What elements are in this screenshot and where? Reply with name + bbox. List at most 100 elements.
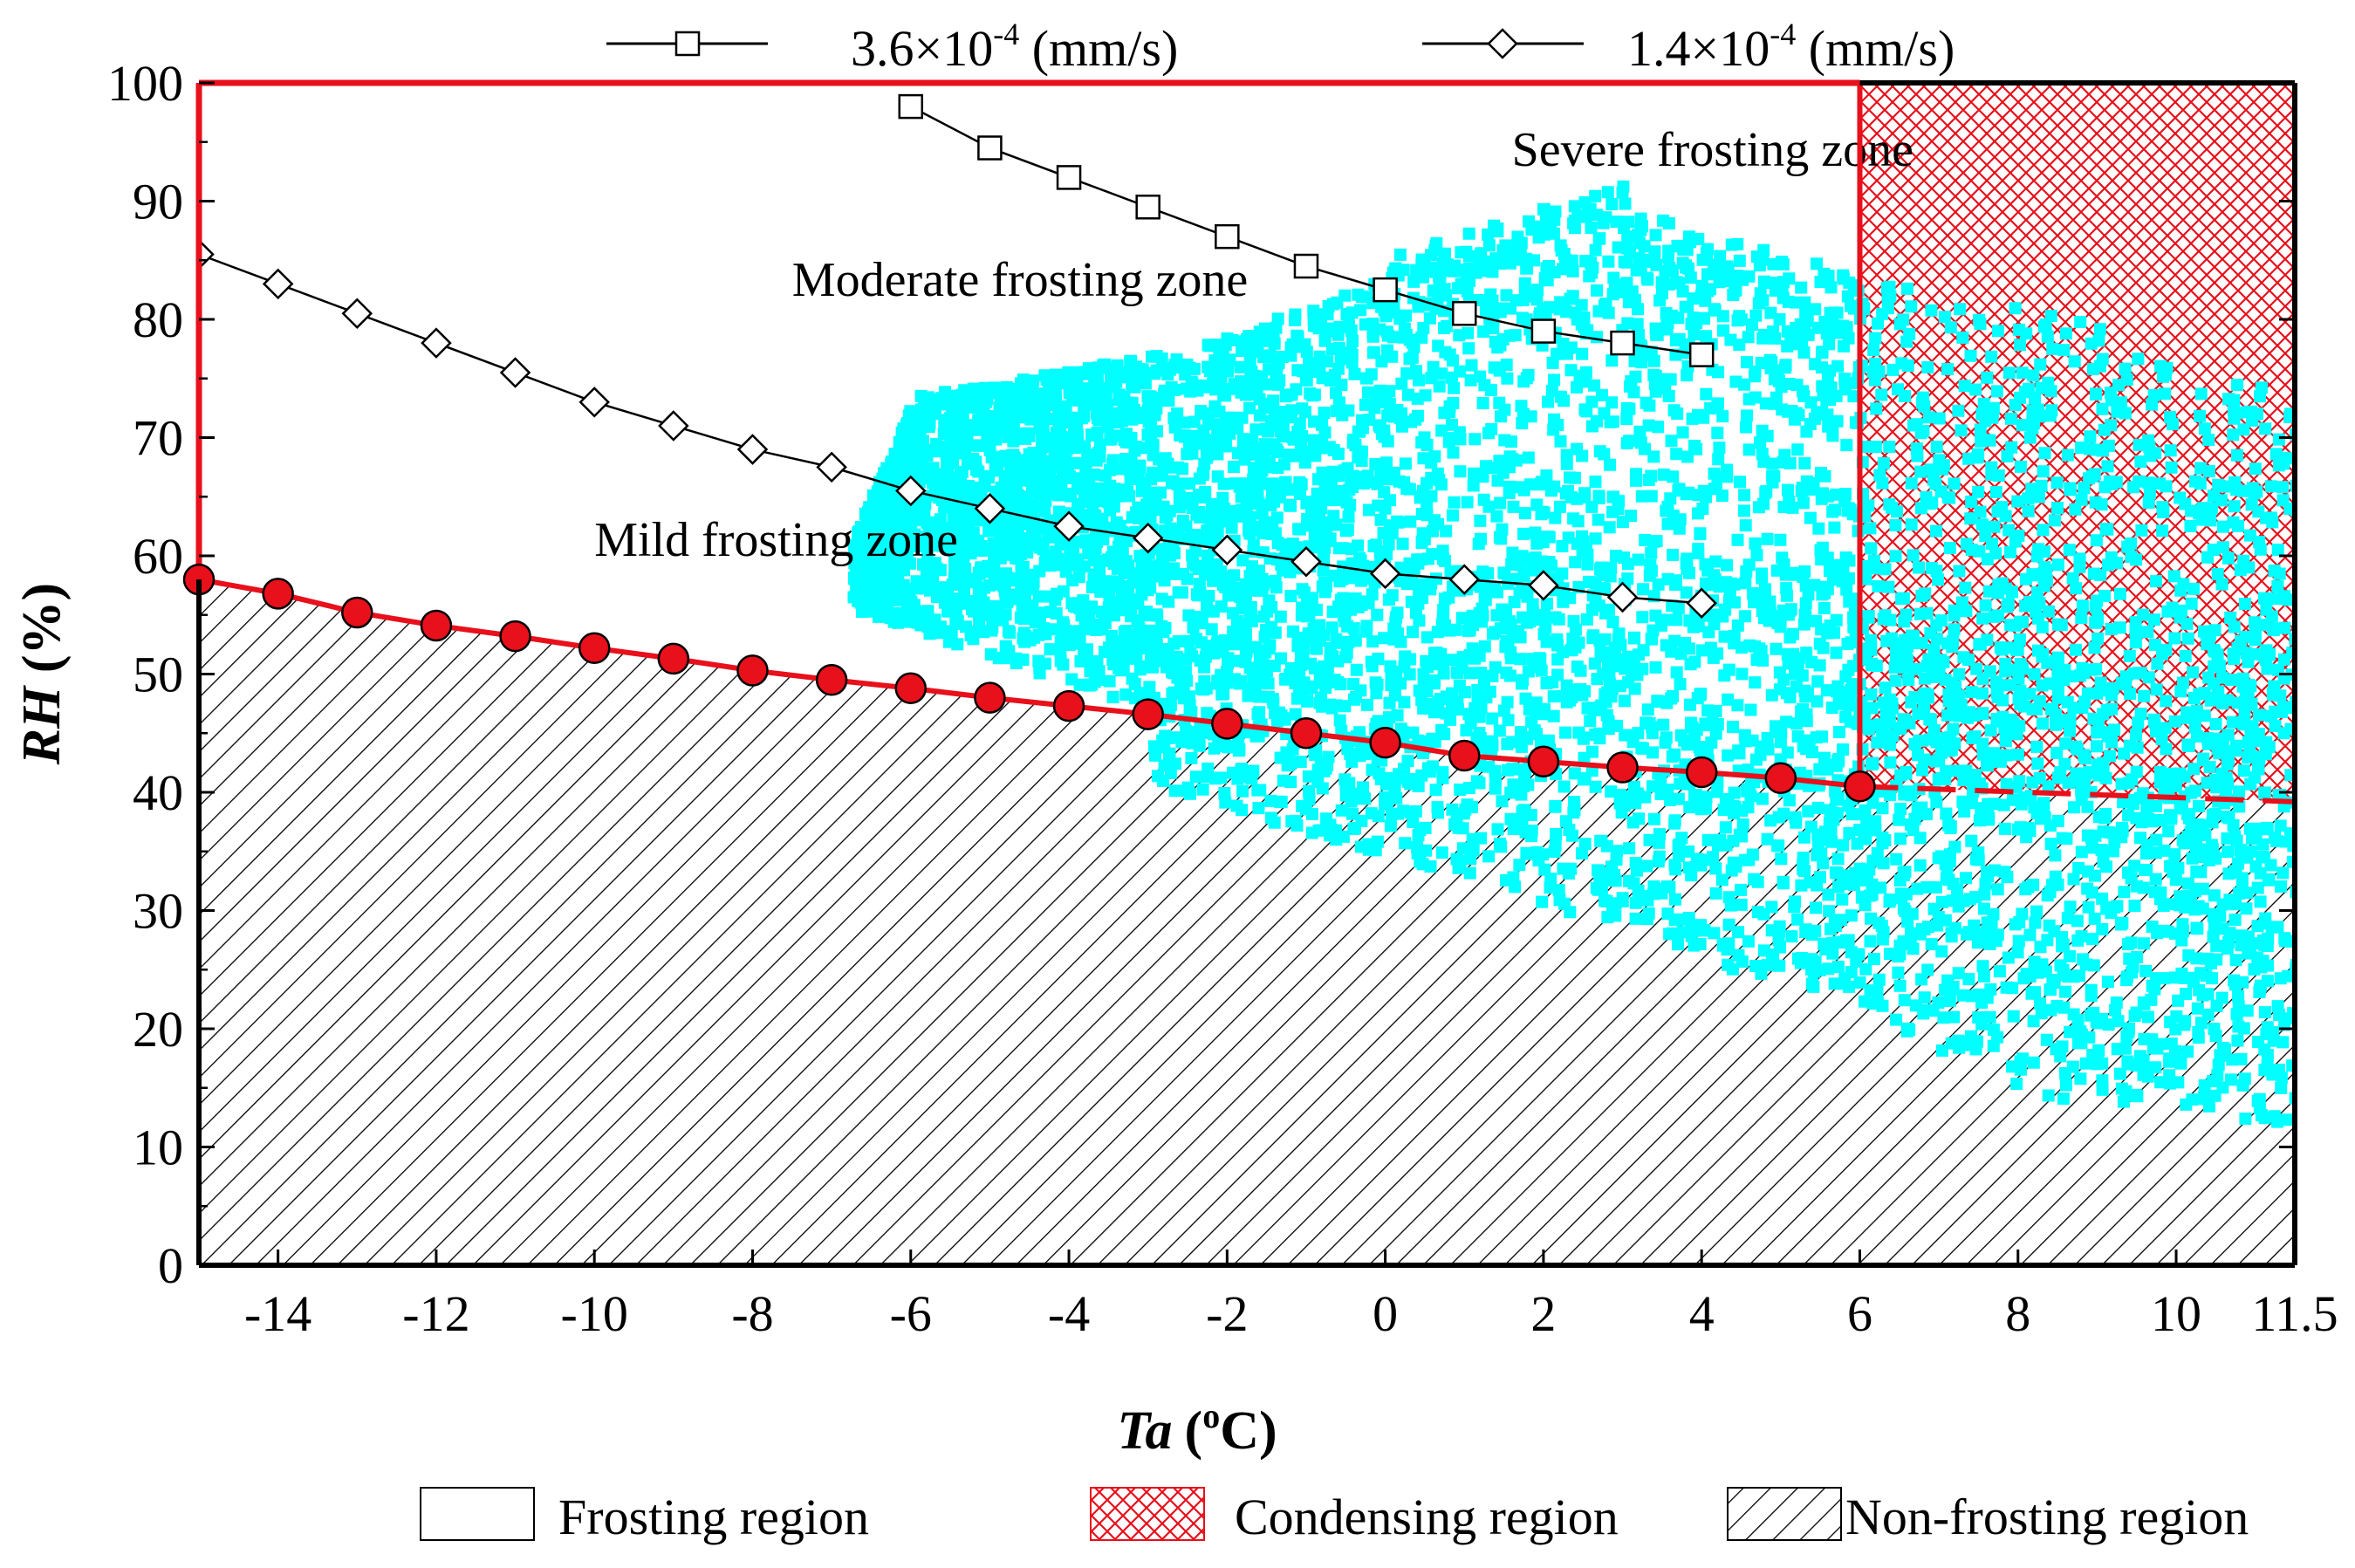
series-1-point xyxy=(1053,510,1085,542)
series-1-point xyxy=(341,298,373,329)
x-tick-label: 4 xyxy=(1689,1285,1715,1342)
boundary-point xyxy=(815,664,848,696)
series-0-point xyxy=(1452,300,1477,326)
non-frosting-region xyxy=(199,579,2295,1265)
boundary-point xyxy=(262,578,294,610)
series-1-point xyxy=(658,410,689,442)
boundary-point xyxy=(1211,708,1243,740)
region-legend: Frosting region Condensing region Non-fr… xyxy=(420,1487,2249,1545)
series-0-point xyxy=(898,93,924,120)
legend-marker-diamond xyxy=(1487,28,1518,59)
boundary-point xyxy=(1606,751,1639,784)
region-legend-label-frosting: Frosting region xyxy=(558,1489,869,1545)
series-0-point xyxy=(1135,195,1160,220)
legend-item-series-1: 3.6×10-4 (mm/s) xyxy=(606,17,1178,77)
zone-label-0: Severe frosting zone xyxy=(1512,123,1913,177)
y-tick-label: 0 xyxy=(158,1237,183,1294)
series-1-point xyxy=(1448,564,1481,595)
series-lines xyxy=(199,93,1717,619)
frosting-boundary xyxy=(182,79,2296,805)
scatter-cloud-points xyxy=(847,180,2295,1128)
legend-item-series-2: 1.4×10-4 (mm/s) xyxy=(1422,17,1955,77)
x-tick-label: 11.5 xyxy=(2251,1285,2338,1342)
zone-label-1: Moderate frosting zone xyxy=(792,253,1248,307)
boundary-point xyxy=(1448,739,1481,772)
y-tick-label: 80 xyxy=(133,291,183,348)
y-axis-title: RH (%) xyxy=(12,583,72,765)
region-legend-item-frosting: Frosting region xyxy=(420,1487,869,1545)
plot-area: Severe frosting zone Moderate frosting zo… xyxy=(107,55,2338,1342)
legend-label-series-2: 1.4×10-4 (mm/s) xyxy=(1627,17,1955,77)
boundary-point xyxy=(499,620,531,653)
x-tick-label: -12 xyxy=(402,1285,469,1342)
x-tick-label: 0 xyxy=(1373,1285,1398,1342)
series-1-point xyxy=(1686,587,1717,619)
boundary-point xyxy=(1685,756,1718,789)
x-tick-label: -4 xyxy=(1048,1285,1090,1342)
legend-label-series-1: 3.6×10-4 (mm/s) xyxy=(851,17,1178,77)
boundary-point xyxy=(894,672,928,705)
series-1-point xyxy=(262,268,294,300)
series-1-point xyxy=(1290,546,1322,578)
boundary-point xyxy=(341,596,373,629)
series-1-point xyxy=(974,493,1006,524)
region-legend-item-non-frosting: Non-frosting region xyxy=(1727,1487,2249,1545)
boundary-point xyxy=(1844,770,1876,803)
legend-marker-square xyxy=(674,31,701,57)
x-tick-label: -2 xyxy=(1206,1285,1248,1342)
y-tick-label: 50 xyxy=(133,647,183,703)
series-1-point xyxy=(736,434,769,465)
series-0-point xyxy=(1688,342,1715,367)
series-legend: 3.6×10-4 (mm/s) 1.4×10-4 (mm/s) xyxy=(606,17,1955,77)
zone-label-2: Mild frosting zone xyxy=(594,513,958,567)
series-1-point xyxy=(1211,534,1243,565)
boundary-point xyxy=(736,654,769,687)
boundary-curve xyxy=(198,577,1860,790)
series-0-point xyxy=(1056,165,1082,190)
x-tick-label: -8 xyxy=(731,1285,773,1342)
series-1-point xyxy=(1132,522,1164,554)
boundary-point xyxy=(1369,726,1401,759)
series-1-point xyxy=(1528,570,1559,601)
x-tick-label: 6 xyxy=(1847,1285,1872,1342)
series-1-point xyxy=(578,387,610,418)
x-tick-label: 10 xyxy=(2151,1285,2201,1342)
region-legend-label-condensing: Condensing region xyxy=(1235,1489,1619,1545)
series-1-point xyxy=(1606,581,1639,613)
y-tick-label: 20 xyxy=(133,1001,183,1058)
boundary-point xyxy=(657,642,690,675)
x-tick-label: -14 xyxy=(244,1285,311,1342)
boundary-point xyxy=(1052,689,1085,722)
series-1-point xyxy=(499,357,531,388)
axis-ticks: -14 -12 -10 -8 -6 -4 -2 0 2 4 6 8 10 11.5 0 10 20 30 40 50 6… xyxy=(107,55,2338,1342)
y-tick-label: 90 xyxy=(133,174,183,230)
boundary-point xyxy=(420,609,453,642)
boundary-extension xyxy=(1859,784,2296,805)
series-1-point xyxy=(421,327,452,359)
y-tick-label: 100 xyxy=(107,55,183,112)
boundary-point xyxy=(1527,745,1560,778)
boundary-point xyxy=(1290,717,1323,750)
x-tick-label: -10 xyxy=(561,1285,628,1342)
zone-labels: Severe frosting zone Moderate frosting zo… xyxy=(594,123,1913,567)
series-0-point xyxy=(1215,223,1240,250)
series-1-point xyxy=(816,451,847,483)
x-tick-label: -6 xyxy=(890,1285,932,1342)
boundary-point xyxy=(1132,698,1164,730)
y-tick-label: 40 xyxy=(133,764,183,821)
series-0-point xyxy=(1293,253,1319,279)
region-legend-label-non-frosting: Non-frosting region xyxy=(1845,1489,2249,1545)
boundary-point xyxy=(1764,762,1797,794)
boundary-point xyxy=(974,681,1006,714)
series-1-point xyxy=(895,475,927,507)
series-0-point xyxy=(1373,277,1398,303)
y-tick-label: 10 xyxy=(133,1120,183,1176)
scatter-cloud xyxy=(847,180,2295,1128)
x-tick-label: 2 xyxy=(1530,1285,1556,1342)
y-tick-label: 70 xyxy=(133,410,183,467)
region-legend-item-condensing: Condensing region xyxy=(1090,1487,1619,1545)
series-0-point xyxy=(977,135,1003,161)
x-axis-title: Ta (oC) xyxy=(1117,1396,1277,1461)
boundary-point xyxy=(578,632,611,664)
